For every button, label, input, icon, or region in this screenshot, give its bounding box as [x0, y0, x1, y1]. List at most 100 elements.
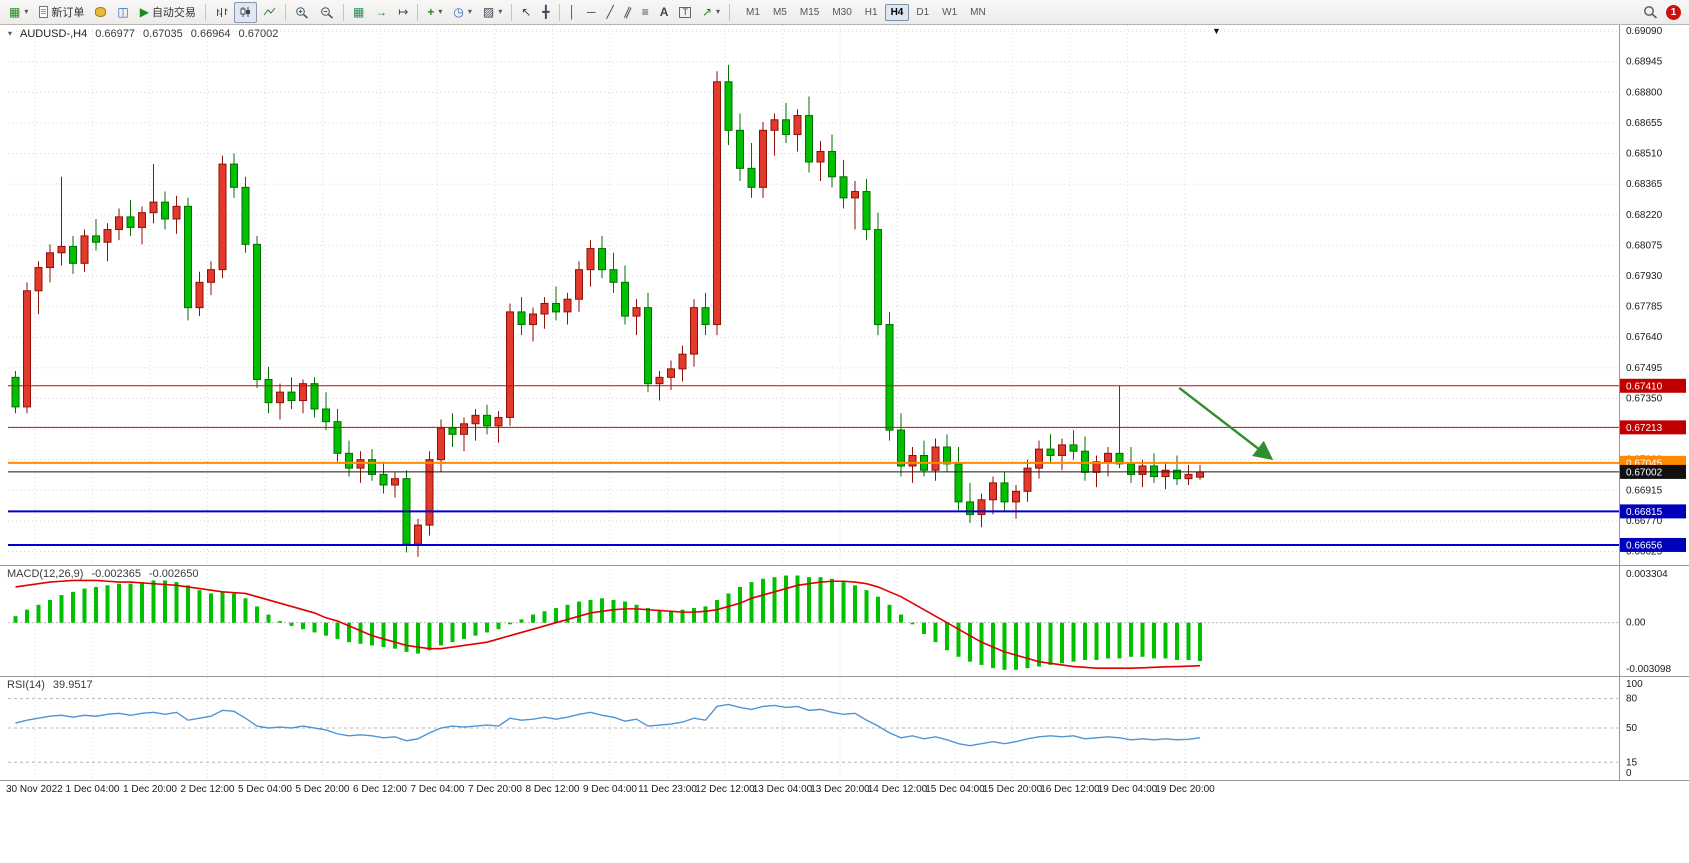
toolbar-separator [342, 3, 344, 21]
time-axis-label[interactable]: 6 Dec 12:00 [353, 784, 407, 795]
time-axis-label[interactable]: 1 Dec 20:00 [123, 784, 177, 795]
text-icon: A [659, 5, 669, 19]
autotrading-button[interactable]: ▶ 自动交易 [135, 2, 201, 23]
vertical-line-tool-button[interactable]: │ [564, 2, 582, 23]
trendline-tool-button[interactable]: ╱ [602, 2, 619, 23]
time-axis-label[interactable]: 11 Dec 23:00 [638, 784, 697, 795]
time-axis-label[interactable]: 8 Dec 12:00 [526, 784, 580, 795]
templates-icon: ▨ [482, 5, 495, 19]
time-axis-label[interactable]: 30 Nov 2022 [6, 784, 63, 795]
timeframe-button-mn[interactable]: MN [964, 4, 992, 21]
zoom-in-button[interactable] [290, 2, 314, 23]
chart-canvas[interactable]: 30 Nov 2022 1 Dec 04:00 1 Dec 20:00 2 Dec 1… [0, 25, 1689, 863]
chart-candles-button[interactable] [233, 1, 257, 23]
dropdown-caret-icon: ▾ [467, 7, 472, 16]
toolbar-separator [204, 3, 206, 21]
chart-shift-button[interactable]: ↦ [393, 2, 413, 23]
time-axis-label[interactable]: 16 Dec 12:00 [1040, 784, 1100, 795]
timeframe-button-d1[interactable]: D1 [910, 4, 935, 21]
arrows-tool-button[interactable]: ↗ ▾ [697, 2, 725, 23]
chart-line-button[interactable] [258, 2, 281, 23]
time-axis-label[interactable]: 15 Dec 20:00 [983, 784, 1043, 795]
chart-window: 30 Nov 2022 1 Dec 04:00 1 Dec 20:00 2 Dec 1… [0, 25, 1689, 863]
price-axis-label: 0.66915 [1626, 485, 1663, 496]
price-axis-label: 0.68365 [1626, 179, 1663, 190]
cursor-button[interactable]: ↖ [516, 2, 536, 23]
chart-shift-icon: ↦ [398, 5, 409, 19]
cursor-icon: ↖ [521, 5, 532, 19]
text-tool-button[interactable]: A [655, 2, 674, 23]
new-order-button[interactable]: 新订单 [34, 2, 89, 23]
text-label-icon: T [679, 6, 691, 18]
time-axis-label[interactable]: 7 Dec 20:00 [468, 784, 522, 795]
new-chart-icon: ▦ [9, 5, 21, 19]
horizontal-line-icon: ─ [587, 5, 596, 19]
timeframe-button-h1[interactable]: H1 [859, 4, 884, 21]
crosshair-button[interactable]: ╋ [537, 2, 554, 23]
toolbar-separator [558, 3, 560, 21]
fibonacci-tool-button[interactable]: ≡ [637, 2, 654, 23]
price-badge [1620, 537, 1686, 552]
price-badge-label: 0.67045 [1626, 458, 1663, 469]
tile-windows-icon: ▦ [352, 5, 365, 19]
dropdown-caret-icon: ▾ [716, 7, 721, 16]
timeframe-button-w1[interactable]: W1 [936, 4, 963, 21]
indicators-button[interactable]: + ▾ [422, 2, 447, 23]
profiles-button[interactable]: ◫ [112, 2, 133, 23]
price-axis-label: 0.67495 [1626, 363, 1663, 374]
vertical-line-icon: │ [568, 5, 577, 19]
new-order-label: 新订单 [51, 7, 85, 19]
rsi-axis-label: 15 [1626, 757, 1638, 768]
price-axis-label: 0.68945 [1626, 57, 1663, 68]
time-axis-label[interactable]: 5 Dec 20:00 [296, 784, 350, 795]
chart-shift-marker-icon[interactable]: ▼ [1212, 26, 1221, 36]
text-label-tool-button[interactable]: T [674, 2, 696, 23]
line-chart-icon [263, 7, 276, 16]
templates-button[interactable]: ▨ ▾ [478, 2, 507, 23]
history-center-button[interactable] [90, 2, 111, 23]
timeframe-button-m5[interactable]: M5 [767, 4, 793, 21]
time-axis-label[interactable]: 13 Dec 20:00 [810, 784, 870, 795]
time-axis-label[interactable]: 9 Dec 04:00 [583, 784, 637, 795]
search-button[interactable] [1638, 2, 1663, 23]
periods-button[interactable]: ◷ ▾ [448, 2, 477, 23]
zoom-out-button[interactable] [315, 2, 339, 23]
new-chart-button[interactable]: ▦ ▾ [4, 2, 33, 23]
timeframe-toolbar: M1 M5 M15 M30 H1 H4 D1 W1 MN [740, 3, 992, 21]
tile-windows-button[interactable]: ▦ [348, 2, 369, 23]
autotrading-play-icon: ▶ [139, 5, 149, 19]
price-badge-label: 0.66656 [1626, 540, 1663, 551]
time-axis-label[interactable]: 15 Dec 04:00 [925, 784, 985, 795]
timeframe-button-m1[interactable]: M1 [740, 4, 766, 21]
price-axis-label: 0.67350 [1626, 393, 1663, 404]
channel-tool-button[interactable]: ∥ [620, 2, 636, 23]
time-axis-label[interactable]: 5 Dec 04:00 [238, 784, 292, 795]
timeframe-button-m30[interactable]: M30 [826, 4, 857, 21]
toolbar: ▦ ▾ 新订单 ◫ ▶ 自动交易 ▦ → ↦ + ▾ [0, 0, 1689, 25]
time-axis-label[interactable]: 12 Dec 12:00 [695, 784, 755, 795]
time-axis-label[interactable]: 19 Dec 04:00 [1098, 784, 1158, 795]
arrows-icon: ↗ [701, 5, 713, 19]
time-axis-label[interactable]: 7 Dec 04:00 [411, 784, 465, 795]
toolbar-separator [729, 3, 731, 21]
time-axis-label[interactable]: 13 Dec 04:00 [753, 784, 813, 795]
price-badge [1620, 504, 1686, 519]
search-icon [1644, 6, 1658, 19]
rsi-axis-label: 80 [1626, 694, 1638, 705]
timeframe-button-m15[interactable]: M15 [794, 4, 825, 21]
time-axis-label[interactable]: 1 Dec 04:00 [66, 784, 120, 795]
price-axis-label: 0.69090 [1626, 26, 1663, 37]
price-badge-label: 0.67410 [1626, 381, 1663, 392]
time-axis-label[interactable]: 14 Dec 12:00 [868, 784, 928, 795]
horizontal-line-tool-button[interactable]: ─ [582, 2, 601, 23]
time-axis-label[interactable]: 19 Dec 20:00 [1155, 784, 1215, 795]
trendline-icon: ╱ [606, 5, 614, 19]
price-badge-label: 0.66815 [1626, 507, 1663, 518]
notification-badge[interactable]: 1 [1666, 4, 1681, 20]
chart-bars-button[interactable] [210, 2, 233, 23]
auto-scroll-button[interactable]: → [370, 2, 392, 23]
price-badge [1620, 420, 1686, 435]
time-axis-label[interactable]: 2 Dec 12:00 [181, 784, 235, 795]
timeframe-button-h4[interactable]: H4 [884, 3, 910, 21]
trend-arrow-object[interactable] [1178, 386, 1274, 461]
